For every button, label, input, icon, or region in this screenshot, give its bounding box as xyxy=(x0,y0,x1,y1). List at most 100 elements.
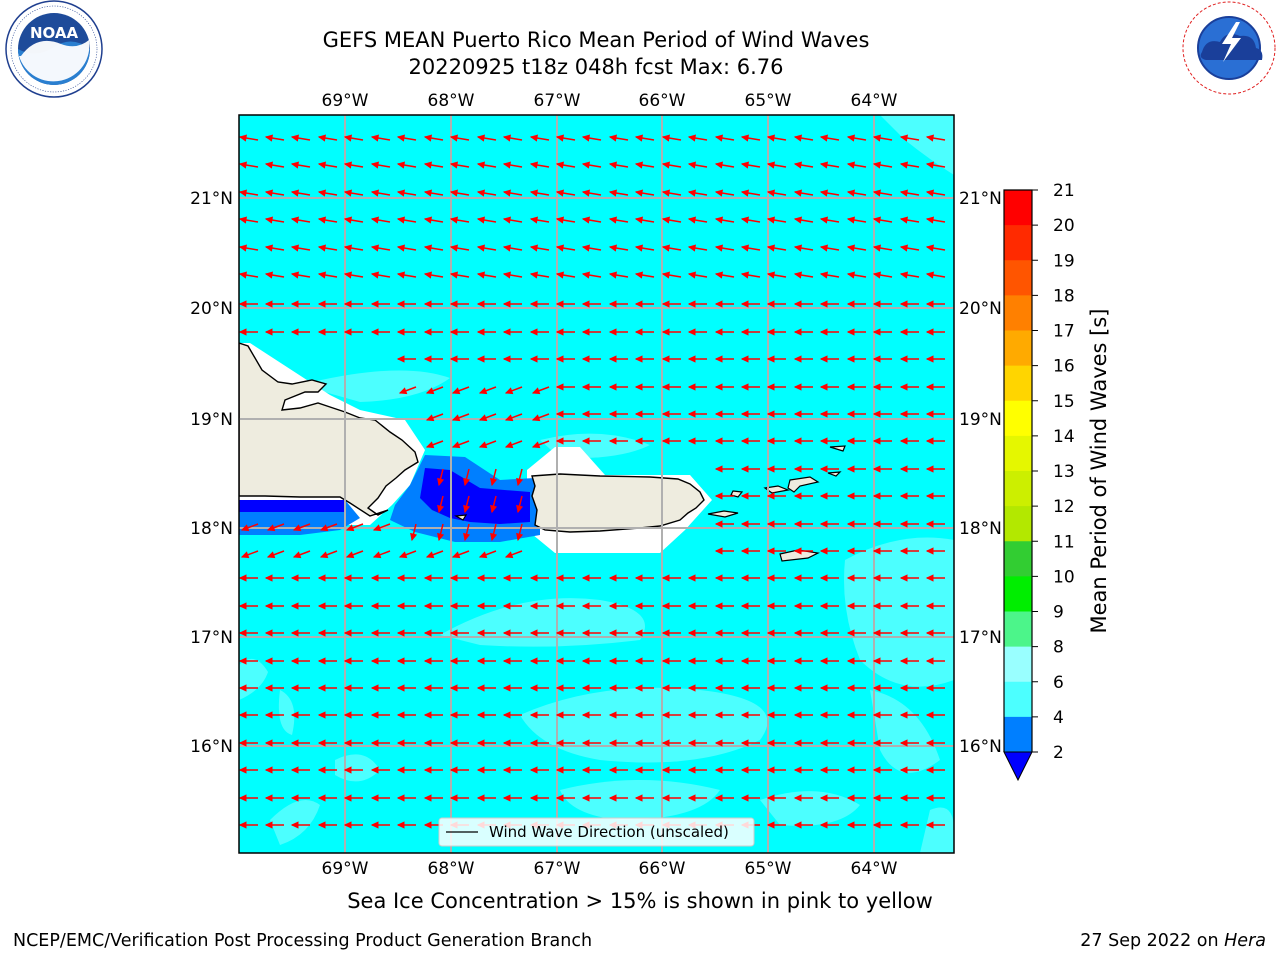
colorbar-tick-label: 8 xyxy=(1053,638,1064,658)
wind-wave-arrowhead xyxy=(423,766,432,774)
wind-wave-arrowhead xyxy=(555,244,565,252)
wind-wave-arrowhead xyxy=(899,821,908,829)
wind-wave-arrowhead xyxy=(502,300,511,308)
wind-wave-arrowhead xyxy=(502,602,511,610)
wind-wave-arrowhead xyxy=(740,161,750,169)
wind-wave-arrowhead xyxy=(343,300,352,308)
wind-wave-arrowhead xyxy=(608,355,617,363)
wind-wave-arrowhead xyxy=(766,465,775,473)
wind-wave-arrowhead xyxy=(766,794,775,802)
wind-wave-arrowhead xyxy=(476,328,485,336)
wind-wave-arrowhead xyxy=(872,410,881,418)
wind-wave-arrowhead xyxy=(793,739,802,747)
wind-wave-arrowhead xyxy=(740,602,749,610)
colorbar-tick-label: 4 xyxy=(1053,708,1064,728)
wind-wave-arrowhead xyxy=(555,271,565,279)
wind-wave-arrowhead xyxy=(766,410,775,418)
wind-wave-arrowhead xyxy=(846,739,855,747)
wind-wave-arrowhead xyxy=(714,574,723,582)
wind-wave-arrowhead xyxy=(317,328,326,336)
wind-wave-arrowhead xyxy=(899,602,908,610)
wind-wave-arrowhead xyxy=(687,244,697,252)
wind-wave-arrowhead xyxy=(872,328,881,336)
wind-wave-arrowhead xyxy=(740,766,749,774)
wind-wave-arrowhead xyxy=(661,189,671,197)
colorbar-tick-label: 20 xyxy=(1053,216,1075,236)
wind-wave-arrowhead xyxy=(437,504,445,514)
wind-wave-arrowhead xyxy=(687,189,697,197)
wind-wave-arrowhead xyxy=(343,271,353,279)
wind-wave-arrowhead xyxy=(846,574,855,582)
wind-wave-arrowhead xyxy=(531,387,541,395)
wind-wave-arrowhead xyxy=(290,602,299,610)
wind-wave-arrowhead xyxy=(423,794,432,802)
wind-wave-arrowhead xyxy=(714,794,723,802)
wind-wave-arrowhead xyxy=(714,547,723,555)
wind-wave-arrowhead xyxy=(264,794,273,802)
lon-label: 68°W xyxy=(428,91,475,111)
colorbar-tick-label: 16 xyxy=(1053,357,1075,377)
wind-wave-arrowhead xyxy=(317,300,326,308)
wind-wave-arrowhead xyxy=(899,134,909,142)
wind-wave-arrowhead xyxy=(423,328,432,336)
wind-wave-arrowhead xyxy=(793,711,802,719)
wind-wave-arrowhead xyxy=(634,711,643,719)
wind-wave-arrowhead xyxy=(872,244,882,252)
wind-wave-arrowhead xyxy=(766,244,776,252)
wind-wave-arrowhead xyxy=(740,244,750,252)
wind-wave-arrowhead xyxy=(793,657,802,665)
wind-wave-arrowhead xyxy=(516,504,524,514)
wind-wave-arrowhead xyxy=(925,520,934,528)
wind-wave-arrowhead xyxy=(398,551,408,559)
wind-wave-arrows xyxy=(239,134,946,829)
wind-wave-arrowhead xyxy=(899,794,908,802)
wind-wave-arrowhead xyxy=(872,271,882,279)
wind-wave-arrowhead xyxy=(872,794,881,802)
wind-wave-arrowhead xyxy=(661,161,671,169)
wind-wave-arrowhead xyxy=(634,739,643,747)
wind-wave-arrowhead xyxy=(766,711,775,719)
wind-wave-arrowhead xyxy=(396,189,406,197)
wind-wave-arrowhead xyxy=(899,328,908,336)
colorbar-segment xyxy=(1004,646,1032,683)
wind-wave-arrowhead xyxy=(925,492,934,500)
wind-wave-arrowhead xyxy=(793,574,802,582)
wind-wave-arrowhead xyxy=(925,161,935,169)
left-lat-labels: 21°N 20°N 19°N 18°N 17°N 16°N xyxy=(190,189,233,757)
wind-wave-arrowhead xyxy=(425,441,435,449)
wind-wave-arrowhead xyxy=(899,684,908,692)
wind-wave-arrowhead xyxy=(423,602,432,610)
wind-wave-arrowhead xyxy=(714,520,723,528)
wind-wave-arrowhead xyxy=(343,574,352,582)
wind-wave-arrowhead xyxy=(872,492,881,500)
wind-wave-arrowhead xyxy=(396,766,405,774)
wind-wave-arrowhead xyxy=(343,328,352,336)
wind-wave-arrowhead xyxy=(396,574,405,582)
lat-label: 20°N xyxy=(190,299,233,319)
wind-wave-arrowhead xyxy=(555,410,564,418)
wind-wave-arrowhead xyxy=(290,794,299,802)
wind-wave-arrowhead xyxy=(425,414,435,422)
wind-wave-arrowhead xyxy=(449,161,459,169)
wind-wave-arrowhead xyxy=(425,551,435,559)
wind-wave-arrowhead xyxy=(451,441,461,449)
wind-wave-arrowhead xyxy=(264,821,273,829)
wind-wave-arrowhead xyxy=(370,574,379,582)
wind-wave-arrowhead xyxy=(661,794,670,802)
wind-wave-arrowhead xyxy=(661,216,671,224)
wind-wave-arrowhead xyxy=(239,602,247,610)
wind-wave-arrowhead xyxy=(925,189,935,197)
wind-wave-arrowhead xyxy=(290,711,299,719)
wind-wave-arrowhead xyxy=(925,355,934,363)
wind-wave-arrowhead xyxy=(266,551,276,559)
wind-wave-arrowhead xyxy=(423,189,433,197)
wind-wave-arrowhead xyxy=(370,134,380,142)
wind-wave-arrowhead xyxy=(714,410,723,418)
wind-wave-arrowhead xyxy=(581,794,590,802)
wind-wave-arrowhead xyxy=(264,711,273,719)
wind-wave-arrowhead xyxy=(343,711,352,719)
wind-wave-arrowhead xyxy=(449,300,458,308)
wind-wave-arrowhead xyxy=(581,437,590,445)
wind-wave-arrowhead xyxy=(793,383,802,391)
top-lon-labels: 69°W 68°W 67°W 66°W 65°W 64°W xyxy=(322,91,898,111)
